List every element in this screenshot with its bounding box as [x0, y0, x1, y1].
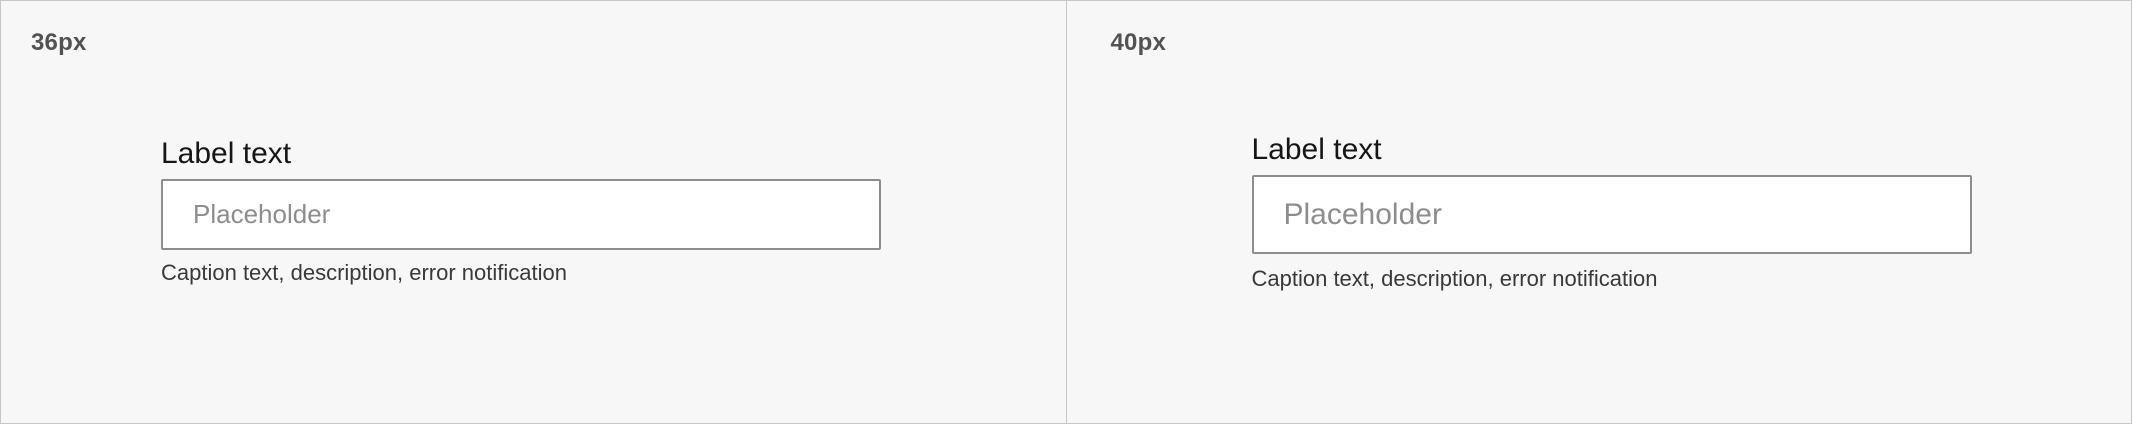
text-input-40px[interactable]: [1251, 175, 1972, 254]
field-caption: Caption text, description, error notific…: [161, 260, 567, 285]
variant-panel-36px: 36px Label text Caption text, descriptio…: [1, 1, 1066, 423]
field-label: Label text: [161, 137, 292, 170]
variant-panel-40px: 40px Label text Caption text, descriptio…: [1065, 1, 2132, 423]
size-label: 40px: [1110, 29, 1167, 56]
field-caption: Caption text, description, error notific…: [1251, 266, 1658, 291]
size-label: 36px: [31, 29, 87, 56]
text-field-40px: Label text Caption text, description, er…: [1251, 133, 1972, 292]
text-input-36px[interactable]: [161, 179, 881, 250]
text-field-36px: Label text Caption text, description, er…: [161, 137, 881, 286]
field-label: Label text: [1251, 133, 1382, 166]
